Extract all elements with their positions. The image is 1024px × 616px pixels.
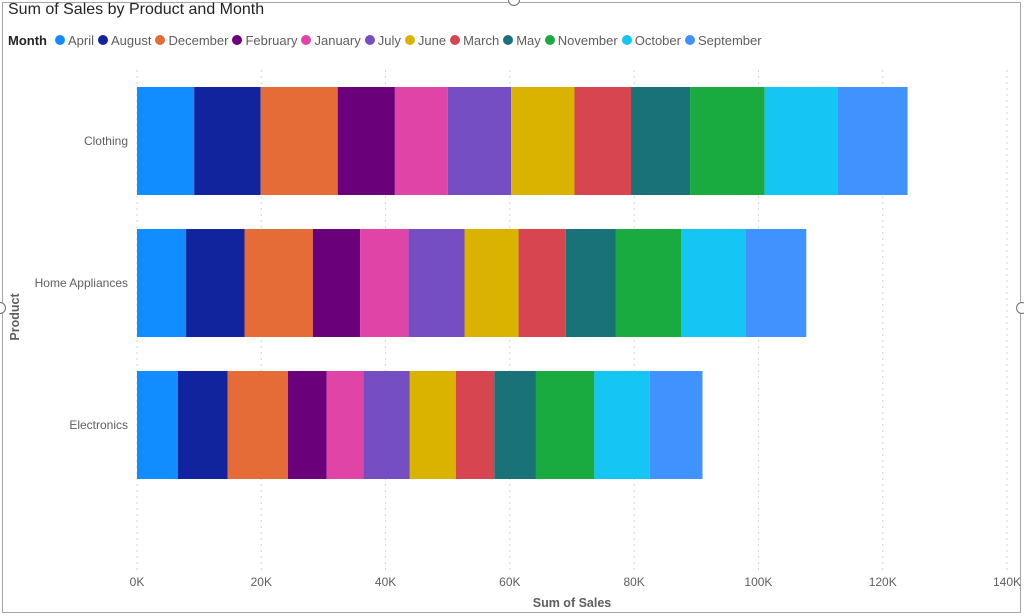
- legend-dot-icon: [621, 35, 632, 45]
- y-category-label: Electronics: [69, 418, 128, 432]
- legend-label: September: [697, 32, 762, 48]
- chart-title: Sum of Sales by Product and Month: [8, 1, 265, 18]
- bar-segment[interactable]: Clothing – June: 10200: [511, 87, 575, 195]
- bar-segment[interactable]: Home Appliances – December: 11000: [244, 229, 313, 337]
- bar-segment[interactable]: Electronics – February: 6200: [288, 371, 327, 479]
- bar-segment[interactable]: Clothing – April: 9200: [137, 87, 195, 195]
- legend-title: Month: [8, 32, 47, 48]
- legend-label: December: [168, 32, 229, 48]
- legend-label: May: [516, 32, 541, 48]
- bar-segment[interactable]: Clothing – January: 8500: [394, 87, 448, 195]
- legend: Month April August December February January…: [8, 32, 766, 48]
- legend-dot-icon: [54, 35, 65, 45]
- legend-label: February: [245, 32, 298, 48]
- legend-item[interactable]: October: [621, 32, 681, 48]
- bar-segment[interactable]: Home Appliances – May: 8000: [565, 229, 616, 337]
- x-tick-label: 140K: [993, 575, 1021, 589]
- y-category-label: Home Appliances: [35, 276, 128, 290]
- bar-segment[interactable]: Electronics – July: 7500: [363, 371, 410, 479]
- bar-segment[interactable]: Home Appliances – January: 7800: [360, 229, 409, 337]
- bar-segment[interactable]: Home Appliances – August: 9400: [186, 229, 245, 337]
- bar-segment[interactable]: Clothing – May: 9500: [631, 87, 691, 195]
- legend-label: July: [377, 32, 401, 48]
- bar-segment[interactable]: Home Appliances – October: 10400: [681, 229, 746, 337]
- legend-dot-icon: [404, 35, 415, 45]
- bar-segment[interactable]: Electronics – March: 6200: [455, 371, 495, 479]
- right-resize-handle[interactable]: [1016, 302, 1024, 314]
- bar-segment[interactable]: Electronics – October: 8900: [594, 371, 650, 479]
- legend-dot-icon: [503, 35, 514, 45]
- y-axis-title: Product: [8, 293, 22, 341]
- legend-label: November: [557, 32, 618, 48]
- bar-segment[interactable]: Home Appliances – April: 7900: [137, 229, 187, 337]
- x-axis-title: Sum of Sales: [532, 596, 612, 610]
- bar-segment[interactable]: Home Appliances – March: 7600: [518, 229, 566, 337]
- bar-segment[interactable]: Electronics – September: 8500: [649, 371, 703, 479]
- x-tick-label: 20K: [251, 575, 272, 589]
- legend-dot-icon: [232, 35, 243, 45]
- legend-dot-icon: [544, 35, 555, 45]
- bar-segment[interactable]: Home Appliances – September: 9700: [746, 229, 807, 337]
- bar-segment[interactable]: Home Appliances – February: 7600: [312, 229, 361, 337]
- bar-segment[interactable]: Electronics – August: 8000: [178, 371, 228, 479]
- legend-item[interactable]: April: [54, 32, 94, 48]
- legend-item[interactable]: February: [232, 33, 297, 48]
- bar-segment[interactable]: Clothing – October: 11700: [764, 87, 838, 195]
- bar-segment[interactable]: Electronics – January: 5900: [326, 371, 364, 479]
- bar-segment[interactable]: Home Appliances – June: 8700: [464, 229, 519, 337]
- bar-segment[interactable]: Clothing – August: 10700: [194, 87, 261, 195]
- legend-label: April: [67, 32, 94, 48]
- legend-item[interactable]: December: [155, 33, 228, 48]
- x-tick-label: 40K: [375, 575, 396, 589]
- bar-segment[interactable]: Electronics – May: 6700: [494, 371, 536, 479]
- legend-item[interactable]: July: [364, 32, 401, 48]
- x-tick-label: 100K: [744, 575, 772, 589]
- bar-segment[interactable]: Clothing – November: 12000: [690, 87, 765, 195]
- bar-segment[interactable]: Electronics – June: 7400: [409, 371, 456, 479]
- bar-segment[interactable]: Clothing – September: 11300: [837, 87, 908, 195]
- legend-dot-icon: [450, 35, 461, 45]
- x-tick-label: 80K: [623, 575, 644, 589]
- bar-segment[interactable]: Electronics – April: 6600: [137, 371, 179, 479]
- legend-dot-icon: [684, 35, 695, 45]
- legend-dot-icon: [155, 35, 166, 45]
- bar-segment[interactable]: Home Appliances – July: 9000: [408, 229, 465, 337]
- bar-segment[interactable]: Clothing – July: 10200: [447, 87, 512, 195]
- y-category-label: Clothing: [84, 134, 128, 148]
- legend-item[interactable]: January: [301, 32, 361, 48]
- legend-item[interactable]: September: [684, 32, 762, 48]
- bar-segment[interactable]: Clothing – February: 9200: [337, 87, 395, 195]
- x-tick-label: 120K: [869, 575, 897, 589]
- legend-item[interactable]: March: [450, 33, 499, 48]
- legend-dot-icon: [98, 35, 108, 45]
- legend-item[interactable]: May: [503, 33, 541, 48]
- legend-label: March: [463, 32, 500, 48]
- legend-label: January: [314, 32, 361, 48]
- bar-segment[interactable]: Clothing – March: 9100: [574, 87, 632, 195]
- legend-dot-icon: [301, 35, 312, 45]
- x-tick-label: 0K: [130, 575, 145, 589]
- x-tick-label: 60K: [499, 575, 520, 589]
- bar-segment[interactable]: Home Appliances – November: 10600: [615, 229, 682, 337]
- legend-label: June: [417, 32, 447, 48]
- legend-label: August: [111, 32, 152, 48]
- legend-label: October: [634, 32, 681, 48]
- legend-dot-icon: [364, 35, 375, 45]
- bar-segment[interactable]: Electronics – December: 9700: [227, 371, 289, 479]
- legend-item[interactable]: August: [98, 33, 151, 48]
- legend-item[interactable]: June: [404, 32, 447, 48]
- bar-segment[interactable]: Electronics – November: 9400: [535, 371, 595, 479]
- legend-item[interactable]: November: [544, 32, 618, 48]
- bar-segment[interactable]: Clothing – December: 12400: [260, 87, 338, 195]
